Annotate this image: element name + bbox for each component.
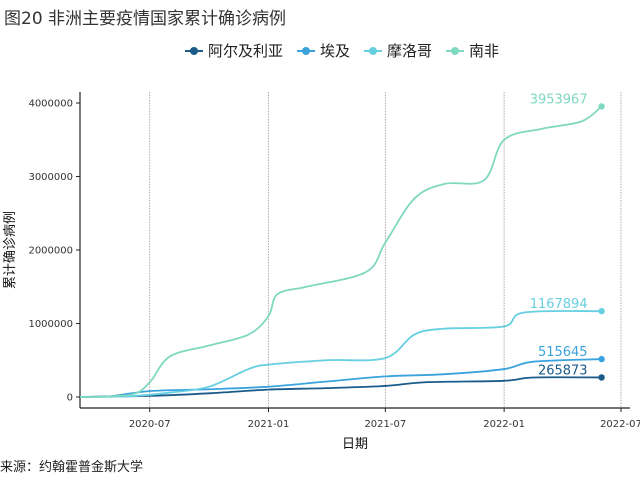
y-tick-label: 4000000 [28,99,73,110]
axes: 2020-07 2021-01 2021-07 2022-01 2022-07 0 1000… [28,92,640,430]
series-line-2 [79,310,602,398]
legend-key-1 [297,45,316,57]
legend-item-3: 南非 [446,40,499,61]
legend-item-0: 阿尔及利亚 [185,40,283,61]
series-end-label-2: 1167894 [530,297,588,312]
y-tick-label: 3000000 [28,172,73,183]
series-end-label-3: 3953967 [530,92,588,107]
legend-label-2: 摩洛哥 [387,42,433,60]
x-tick-label: 2021-07 [364,419,406,430]
legend-label-0: 阿尔及利亚 [208,42,284,60]
y-axis-title: 累计确诊病例 [3,211,18,289]
end-labels: 265873 515645 1167894 3953967 [530,92,588,378]
y-tick-label: 2000000 [28,246,73,257]
x-tick-label: 2022-01 [483,419,525,430]
legend-key-3 [446,45,465,57]
series-lines [79,103,605,398]
series-end-point-0 [598,374,605,381]
legend-label-1: 埃及 [320,42,351,60]
source-note: 来源：约翰霍普金斯大学 [0,460,144,475]
x-axis-title: 日期 [342,437,368,452]
series-end-label-0: 265873 [538,363,588,378]
legend-key-0 [185,45,203,57]
x-tick-label: 2020-07 [129,419,171,430]
x-tick-label: 2021-01 [248,419,290,430]
series-end-label-1: 515645 [538,345,588,360]
chart-title: 图20 非洲主要疫情国家累计确诊病例 [4,9,287,29]
series-end-point-3 [598,103,605,110]
x-tick-label: 2022-07 [600,419,640,430]
legend-key-2 [364,45,383,57]
legend-item-2: 摩洛哥 [364,40,432,61]
series-line-3 [79,105,603,398]
legend: 阿尔及利亚 埃及 摩洛哥 南非 [185,40,499,61]
series-end-point-2 [598,307,605,315]
series-end-point-1 [598,355,605,363]
legend-label-3: 南非 [469,42,500,60]
y-tick-label: 0 [67,392,73,403]
y-tick-label: 1000000 [28,319,73,330]
grid-lines [149,92,622,408]
legend-item-1: 埃及 [297,40,350,61]
